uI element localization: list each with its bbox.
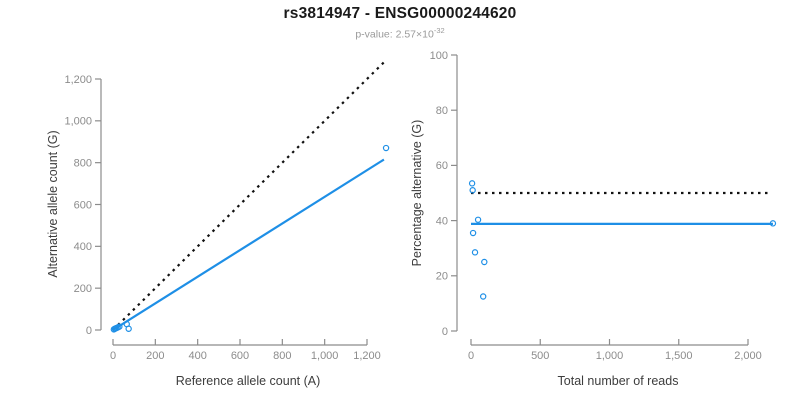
data-point [481, 258, 488, 266]
x-tick-label: 0 [468, 350, 474, 362]
y-tick-label: 0 [442, 326, 448, 338]
y-tick-label: 800 [74, 157, 92, 169]
data-point [125, 325, 132, 332]
right-x-axis-label: Total number of reads [558, 374, 679, 388]
x-tick-label: 0 [110, 350, 116, 362]
left-panel-allele-counts: 0 200 400 600 800 1,000 1,200 0 200 400 600 800 1,00… [64, 59, 390, 362]
data-point [769, 220, 777, 227]
y-tick-label: 40 [436, 215, 448, 227]
y-tick-label: 0 [86, 325, 92, 337]
data-point [116, 323, 123, 330]
x-tick-label: 200 [146, 350, 164, 362]
data-point [469, 229, 477, 237]
y-tick-label: 1,000 [64, 116, 92, 128]
y-tick-label: 1,200 [64, 74, 92, 86]
y-tick-label: 20 [436, 271, 448, 283]
right-y-axis-label: Percentage alternative (G) [410, 120, 424, 267]
chart-subtitle: p-value: 2.57×10-32 [0, 26, 800, 41]
x-tick-label: 1,500 [665, 350, 693, 362]
y-tick-label: 400 [74, 241, 92, 253]
figure-header: rs3814947 - ENSG00000244620 p-value: 2.5… [0, 0, 800, 41]
identity-dotted-line [112, 59, 387, 331]
x-tick-label: 800 [273, 350, 291, 362]
x-tick-label: 2,000 [734, 350, 762, 362]
pvalue-text: p-value: 2.57×10 [355, 28, 434, 41]
data-point [471, 249, 479, 256]
x-tick-label: 600 [231, 350, 249, 362]
data-point [468, 180, 476, 187]
data-point [474, 216, 482, 223]
pvalue-exponent: -32 [433, 26, 445, 35]
y-tick-label: 200 [74, 283, 92, 295]
x-tick-label: 400 [188, 350, 206, 362]
data-point [479, 293, 487, 300]
chart-title: rs3814947 - ENSG00000244620 [283, 5, 517, 22]
right-panel-percentage: 0 500 1,000 1,500 2,000 0 20 40 60 80 100 [430, 50, 777, 362]
y-tick-label: 80 [436, 105, 448, 117]
y-tick-label: 60 [436, 160, 448, 172]
x-tick-label: 1,000 [596, 350, 624, 362]
regression-line [112, 158, 385, 331]
x-tick-label: 500 [531, 350, 549, 362]
x-tick-label: 1,200 [353, 350, 381, 362]
left-x-axis-label: Reference allele count (A) [176, 374, 321, 388]
data-point [382, 144, 390, 152]
y-tick-label: 100 [430, 50, 448, 62]
left-y-axis-label: Alternative allele count (G) [46, 130, 60, 277]
x-tick-label: 1,000 [311, 350, 339, 362]
y-tick-label: 600 [74, 199, 92, 211]
data-point [469, 187, 476, 194]
